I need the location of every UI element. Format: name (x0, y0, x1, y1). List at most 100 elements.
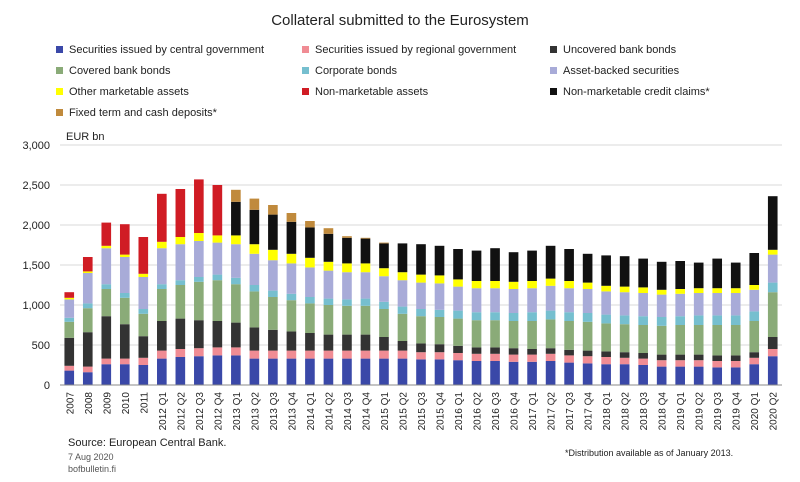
bar-segment (360, 263, 371, 273)
bar-segment (101, 248, 112, 285)
bar-segment (490, 320, 500, 348)
bar-segment (157, 193, 167, 242)
bar-segment (434, 283, 445, 310)
bar-segment (712, 293, 723, 316)
legend-swatch (302, 88, 309, 95)
bar-segment (119, 254, 130, 257)
bar-segment (712, 315, 723, 325)
bar-segment (268, 205, 278, 215)
bar-segment (379, 268, 389, 277)
bar-segment (119, 297, 130, 325)
legend-swatch (56, 67, 63, 74)
bar-segment (416, 316, 426, 344)
bar-segment (471, 250, 482, 281)
bar-segment (527, 281, 537, 289)
bar-segment (638, 358, 648, 365)
bar-segment (249, 198, 260, 210)
x-tick-label: 2019 Q3 (713, 392, 724, 431)
bar-segment (360, 298, 371, 306)
x-tick-label: 2015 Q4 (436, 392, 447, 431)
bar-segment (212, 280, 223, 321)
bar-segment (416, 359, 426, 385)
bar-segment (527, 354, 537, 362)
bar-segment (693, 354, 704, 361)
bar-segment (119, 358, 130, 365)
bar-segment (564, 249, 574, 281)
bar-segment (323, 228, 334, 234)
bar-segment (64, 321, 75, 338)
bar-segment (342, 334, 352, 351)
bar-segment (508, 354, 519, 362)
legend-item: Securities issued by central government (56, 44, 264, 56)
x-tick-label: 2007 (65, 392, 76, 415)
bar-segment (508, 252, 519, 282)
bar-segment (323, 270, 334, 299)
bar-segment (138, 273, 149, 277)
legend-swatch (56, 46, 63, 53)
bar-segment (601, 364, 611, 385)
x-tick-label: 2019 Q2 (695, 392, 706, 431)
bar-segment (712, 361, 723, 368)
bar-segment (119, 224, 130, 255)
bar-segment (582, 350, 593, 357)
bar-segment (693, 360, 704, 367)
bar-segment (231, 322, 241, 348)
bar-segment (416, 274, 426, 283)
x-tick-label: 2018 Q2 (621, 392, 632, 431)
bar-segment (249, 209, 260, 245)
legend-item: Uncovered bank bonds (550, 44, 676, 56)
bar-segment (767, 249, 778, 255)
bar-segment (138, 336, 149, 358)
x-tick-label: 2020 Q2 (769, 392, 780, 431)
bar-segment (693, 293, 704, 316)
bar-segment (249, 327, 260, 351)
bar-segment (64, 370, 75, 385)
bar-segment (268, 329, 278, 351)
x-tick-label: 2019 Q1 (676, 392, 687, 431)
bar-segment (434, 317, 445, 345)
bar-segment (619, 324, 630, 353)
bar-segment (416, 282, 426, 309)
bar-segment (268, 297, 278, 330)
bar-segment (767, 337, 778, 349)
bar-segment (527, 288, 537, 313)
bar-segment (379, 358, 389, 385)
bar-segment (453, 310, 463, 319)
bar-segment (749, 311, 760, 321)
bar-segment (638, 325, 648, 353)
bar-segment (64, 292, 75, 298)
bar-segment (157, 321, 167, 351)
bar-segment (323, 233, 334, 262)
legend-swatch (56, 109, 63, 116)
bar-segment (212, 274, 223, 281)
bar-segment (360, 334, 371, 351)
x-tick-label: 2010 (121, 392, 132, 415)
bar-segment (749, 357, 760, 365)
bar-segment (582, 289, 593, 313)
bar-segment (138, 313, 149, 337)
bar-segment (379, 276, 389, 302)
bar-segment (138, 237, 149, 274)
bar-segment (564, 355, 574, 363)
x-tick-label: 2016 Q3 (491, 392, 502, 431)
bar-segment (712, 367, 723, 385)
legend-label: Uncovered bank bonds (563, 44, 677, 56)
bar-segment (453, 286, 463, 311)
bar-segment (767, 254, 778, 283)
bar-segment (656, 289, 667, 295)
bar-segment (342, 263, 352, 273)
bar-segment (249, 244, 260, 254)
legend-swatch (550, 46, 557, 53)
x-tick-label: 2013 Q1 (232, 392, 243, 431)
bar-segment (564, 312, 574, 321)
bar-segment (397, 350, 408, 359)
bar-segment (767, 196, 778, 250)
bar-segment (379, 337, 389, 351)
legend-swatch (550, 88, 557, 95)
y-tick-label: 1,500 (22, 260, 50, 272)
x-tick-label: 2019 Q4 (732, 392, 743, 431)
bar-segment (82, 308, 93, 333)
legend-label: Covered bank bonds (69, 65, 171, 77)
bar-segment (416, 352, 426, 360)
bar-segment (545, 353, 556, 361)
